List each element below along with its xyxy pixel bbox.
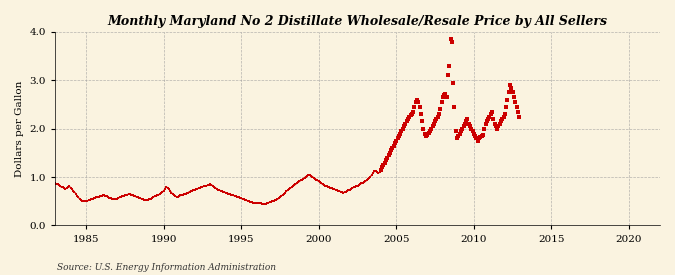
Text: Source: U.S. Energy Information Administration: Source: U.S. Energy Information Administ…: [57, 263, 276, 272]
Title: Monthly Maryland No 2 Distillate Wholesale/Resale Price by All Sellers: Monthly Maryland No 2 Distillate Wholesa…: [107, 15, 608, 28]
Y-axis label: Dollars per Gallon: Dollars per Gallon: [15, 81, 24, 177]
